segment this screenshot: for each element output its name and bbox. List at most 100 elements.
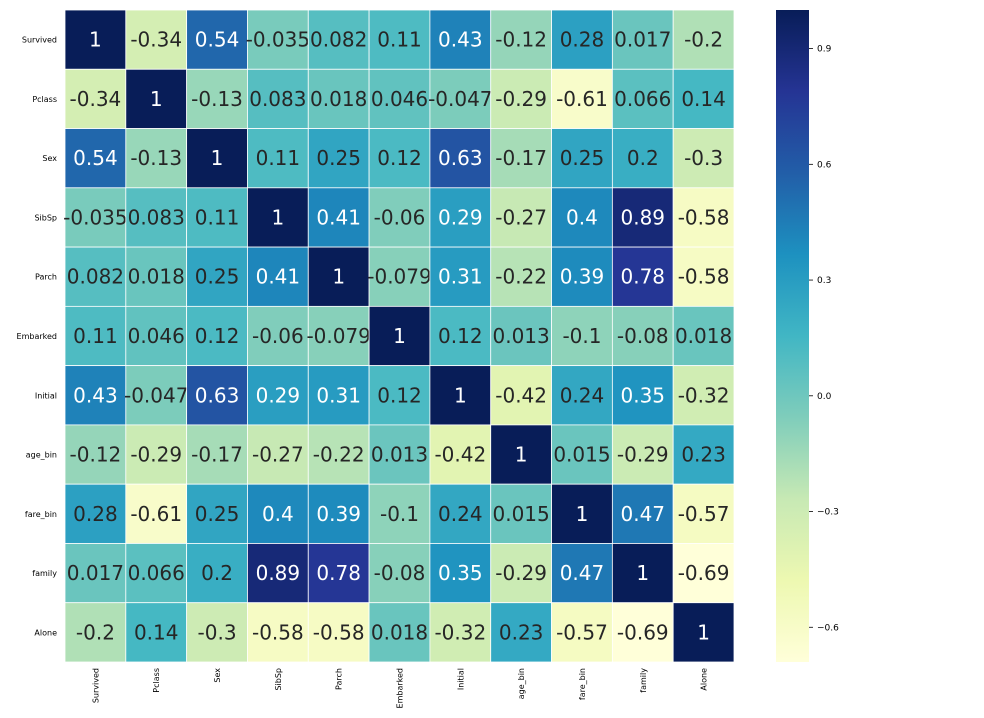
cell-value-label: 1	[636, 561, 649, 585]
cell-value-label: 0.082	[310, 28, 367, 52]
colorbar-tick-label: −0.3	[817, 508, 839, 518]
cell-value-label: -0.69	[678, 561, 730, 585]
heatmap-cell	[368, 128, 431, 189]
heatmap-cell	[64, 68, 127, 129]
cell-value-label: 0.63	[195, 383, 240, 407]
heatmap-cell	[429, 128, 492, 189]
heatmap-cell	[64, 246, 127, 307]
heatmap-cell	[307, 602, 370, 663]
heatmap-cell	[307, 543, 370, 604]
cell-value-label: 0.54	[73, 146, 118, 170]
heatmap-cell	[672, 543, 735, 604]
heatmap-cell	[64, 602, 127, 663]
heatmap-cell	[672, 365, 735, 426]
cell-value-label: -0.047	[428, 87, 492, 111]
x-tick-label: family	[639, 668, 648, 693]
cell-value-label: 0.046	[128, 324, 185, 348]
heatmap-cell	[672, 602, 735, 663]
heatmap-cell	[125, 365, 188, 426]
cell-value-label: 1	[150, 87, 163, 111]
heatmap-cell	[429, 424, 492, 485]
cell-value-label: -0.1	[562, 324, 601, 348]
heatmap-cell	[368, 305, 431, 367]
colorbar: 0.9 0.6 0.3 0.0 −0.3 −0.6	[776, 10, 839, 662]
heatmap-cell	[490, 9, 552, 70]
cell-value-label: -0.42	[495, 383, 547, 407]
cell-value-label: -0.58	[252, 620, 304, 644]
x-tick-label: Embarked	[396, 668, 405, 708]
cell-value-label: 0.29	[438, 205, 483, 229]
cell-value-label: 0.43	[73, 383, 118, 407]
cell-value-label: 0.23	[681, 443, 726, 467]
cell-value-label: -0.12	[495, 28, 547, 52]
heatmap-cell	[64, 128, 127, 189]
cell-value-label: 1	[454, 383, 467, 407]
cell-value-label: -0.27	[495, 205, 547, 229]
cell-value-label: 0.017	[67, 561, 124, 585]
colorbar-tick-label: 0.3	[817, 276, 831, 286]
cell-value-label: -0.34	[130, 28, 182, 52]
heatmap-cell	[368, 68, 431, 129]
cell-value-label: -0.57	[556, 620, 608, 644]
heatmap-cells: 1 -0.34 0.54 -0.035 0.082 0.11 0.43 -0.12 0.28 0.…	[63, 9, 735, 663]
cell-value-label: 0.28	[560, 28, 605, 52]
cell-value-label: -0.58	[313, 620, 365, 644]
cell-value-label: 0.4	[262, 502, 294, 526]
cell-value-label: 0.35	[438, 561, 483, 585]
heatmap-cell	[551, 602, 613, 663]
cell-value-label: -0.61	[130, 502, 182, 526]
colorbar-gradient	[776, 10, 809, 662]
cell-value-label: 0.43	[438, 28, 483, 52]
heatmap-cell	[429, 68, 492, 129]
heatmap-cell	[429, 483, 492, 544]
heatmap-cell	[611, 483, 674, 544]
cell-value-label: 0.25	[195, 502, 240, 526]
heatmap-cell	[125, 424, 188, 485]
cell-value-label: -0.3	[198, 620, 237, 644]
colorbar-tick-label: 0.0	[817, 392, 832, 402]
cell-value-label: -0.58	[678, 205, 730, 229]
heatmap-cell	[247, 9, 309, 70]
cell-value-label: -0.32	[434, 620, 486, 644]
heatmap-cell	[368, 543, 431, 604]
heatmap-cell	[490, 365, 552, 426]
cell-value-label: -0.2	[684, 28, 723, 52]
cell-value-label: -0.29	[130, 443, 182, 467]
heatmap-cell	[186, 9, 248, 70]
cell-value-label: 0.35	[621, 383, 666, 407]
cell-value-label: 0.39	[316, 502, 361, 526]
heatmap-cell	[368, 424, 431, 485]
cell-value-label: 0.24	[560, 383, 605, 407]
cell-value-label: 1	[515, 443, 528, 467]
cell-value-label: 0.11	[377, 28, 422, 52]
cell-value-label: 0.083	[128, 205, 185, 229]
cell-value-label: 0.11	[195, 205, 240, 229]
heatmap-cell	[672, 305, 735, 367]
heatmap-cell	[672, 9, 735, 70]
cell-value-label: 0.12	[438, 324, 483, 348]
cell-value-label: 0.24	[438, 502, 483, 526]
cell-value-label: -0.079	[367, 265, 431, 289]
x-tick-label: age_bin	[517, 668, 526, 699]
cell-value-label: -0.58	[678, 265, 730, 289]
cell-value-label: 0.12	[377, 383, 422, 407]
x-tick-label: Sex	[213, 668, 222, 683]
heatmap-cell	[64, 543, 127, 604]
heatmap-cell	[247, 365, 309, 426]
heatmap-cell	[186, 483, 248, 544]
heatmap-cell	[368, 187, 431, 248]
cell-value-label: 0.2	[627, 146, 659, 170]
cell-value-label: -0.69	[617, 620, 669, 644]
cell-value-label: 0.25	[560, 146, 605, 170]
y-tick-label: SibSp	[34, 213, 57, 222]
heatmap-cell	[672, 68, 735, 129]
cell-value-label: 0.018	[310, 87, 367, 111]
heatmap-cell	[551, 365, 613, 426]
x-tick-label: fare_bin	[578, 668, 587, 700]
x-tick-label: Pclass	[152, 668, 161, 693]
heatmap-cell	[429, 187, 492, 248]
cell-value-label: -0.047	[124, 383, 188, 407]
heatmap-cell	[247, 483, 309, 544]
heatmap-cell	[429, 365, 492, 426]
cell-value-label: -0.035	[246, 28, 310, 52]
